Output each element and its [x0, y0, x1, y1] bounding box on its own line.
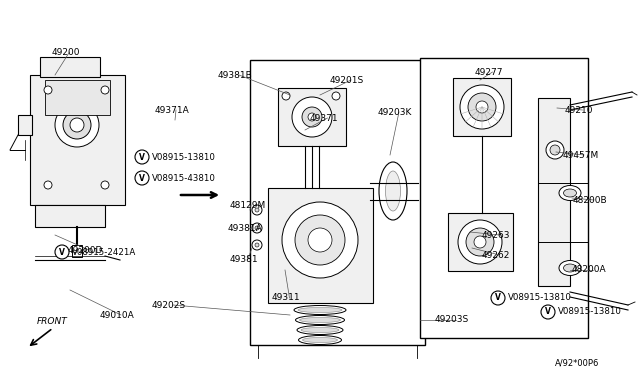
Circle shape	[474, 236, 486, 248]
Circle shape	[332, 92, 340, 100]
Circle shape	[135, 150, 149, 164]
Circle shape	[295, 215, 345, 265]
Ellipse shape	[385, 171, 401, 211]
Text: 48200B: 48200B	[573, 196, 607, 205]
Circle shape	[44, 86, 52, 94]
Text: 49203S: 49203S	[435, 315, 469, 324]
Text: V: V	[495, 294, 501, 302]
Bar	[40, 57, 100, 77]
Text: V08915-13810: V08915-13810	[558, 308, 622, 317]
Circle shape	[55, 245, 69, 259]
Circle shape	[292, 97, 332, 137]
Ellipse shape	[563, 189, 577, 197]
Text: V08915-13810: V08915-13810	[152, 153, 216, 161]
Circle shape	[308, 228, 332, 252]
Ellipse shape	[297, 326, 343, 334]
Circle shape	[44, 181, 52, 189]
Ellipse shape	[559, 186, 581, 201]
Text: 49200D: 49200D	[68, 246, 104, 254]
Bar	[268, 188, 373, 303]
Bar	[420, 58, 588, 338]
Circle shape	[135, 171, 149, 185]
Circle shape	[55, 103, 99, 147]
Circle shape	[252, 205, 262, 215]
Bar	[30, 75, 125, 205]
Circle shape	[466, 228, 494, 256]
Circle shape	[476, 101, 488, 113]
Text: V: V	[545, 308, 551, 317]
Ellipse shape	[296, 315, 344, 324]
Text: 49381A: 49381A	[228, 224, 263, 232]
Text: V: V	[139, 153, 145, 161]
Ellipse shape	[546, 141, 564, 159]
Text: A/92*00P6: A/92*00P6	[555, 359, 600, 368]
Bar	[453, 78, 511, 136]
Circle shape	[282, 92, 290, 100]
Text: 49202S: 49202S	[152, 301, 186, 310]
Text: 49210: 49210	[565, 106, 593, 115]
Bar	[250, 60, 425, 345]
Circle shape	[255, 243, 259, 247]
Circle shape	[101, 86, 109, 94]
Text: 49263: 49263	[482, 231, 511, 240]
Ellipse shape	[303, 337, 337, 343]
Ellipse shape	[294, 305, 346, 314]
Text: V08915-2421A: V08915-2421A	[72, 247, 136, 257]
Circle shape	[101, 181, 109, 189]
Text: V08915-43810: V08915-43810	[152, 173, 216, 183]
Bar	[538, 98, 570, 286]
Circle shape	[308, 113, 316, 121]
Ellipse shape	[559, 260, 581, 276]
Text: V: V	[139, 173, 145, 183]
Bar	[35, 205, 105, 227]
Ellipse shape	[298, 336, 342, 344]
Text: 49371A: 49371A	[155, 106, 189, 115]
Text: V: V	[59, 247, 65, 257]
Bar	[278, 88, 346, 146]
Bar	[45, 80, 110, 115]
Circle shape	[468, 93, 496, 121]
Ellipse shape	[563, 264, 577, 272]
Ellipse shape	[300, 317, 340, 323]
Text: 48129M: 48129M	[230, 201, 266, 209]
Text: 49201S: 49201S	[330, 76, 364, 84]
Text: 48200A: 48200A	[572, 266, 607, 275]
Circle shape	[458, 220, 502, 264]
Text: 49381B: 49381B	[218, 71, 253, 80]
Circle shape	[255, 208, 259, 212]
Text: 49381: 49381	[230, 256, 259, 264]
Bar	[448, 213, 513, 271]
Circle shape	[252, 240, 262, 250]
Bar	[18, 115, 32, 135]
Text: V08915-13810: V08915-13810	[508, 294, 572, 302]
Ellipse shape	[298, 308, 342, 312]
Circle shape	[541, 305, 555, 319]
Ellipse shape	[301, 327, 339, 333]
Text: 49262: 49262	[482, 250, 510, 260]
Text: FRONT: FRONT	[37, 317, 68, 327]
Circle shape	[70, 118, 84, 132]
Bar	[72, 245, 82, 257]
Ellipse shape	[379, 162, 407, 220]
Circle shape	[282, 202, 358, 278]
Text: 49203K: 49203K	[378, 108, 412, 116]
Text: 49200: 49200	[52, 48, 81, 57]
Ellipse shape	[550, 145, 560, 155]
Circle shape	[302, 107, 322, 127]
Text: 49010A: 49010A	[100, 311, 135, 320]
Circle shape	[63, 111, 91, 139]
Circle shape	[255, 226, 259, 230]
Circle shape	[460, 85, 504, 129]
Text: 49457M: 49457M	[563, 151, 599, 160]
Text: 49277: 49277	[475, 67, 504, 77]
Text: 49311: 49311	[272, 294, 301, 302]
Circle shape	[491, 291, 505, 305]
Text: 49371: 49371	[310, 113, 339, 122]
Circle shape	[252, 223, 262, 233]
